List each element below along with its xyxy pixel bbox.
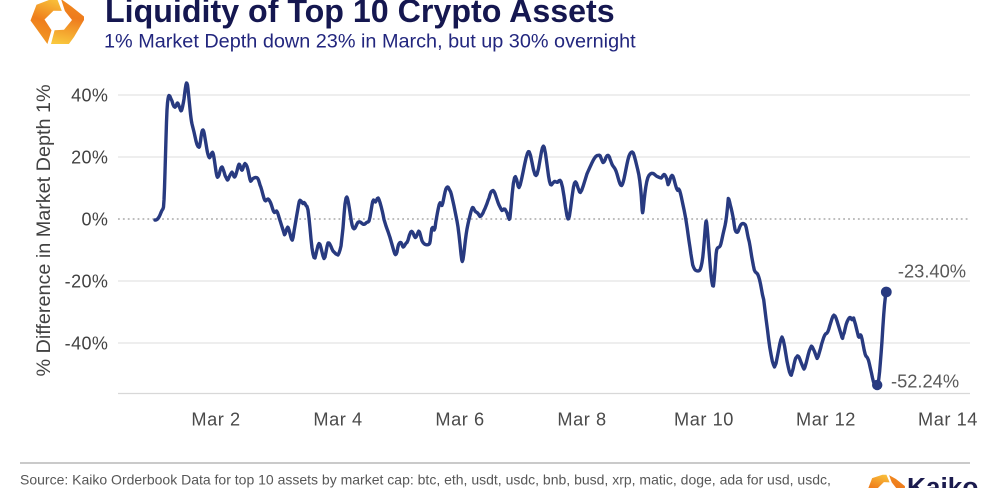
svg-text:% Difference in Market Depth 1: % Difference in Market Depth 1% xyxy=(33,84,55,376)
svg-text:Mar 12: Mar 12 xyxy=(796,410,856,430)
svg-text:20%: 20% xyxy=(71,147,108,167)
svg-text:Mar 2: Mar 2 xyxy=(191,410,240,430)
svg-text:1% Market Depth down 23% in Ma: 1% Market Depth down 23% in March, but u… xyxy=(104,31,636,53)
svg-text:0%: 0% xyxy=(81,209,108,229)
svg-text:-52.24%: -52.24% xyxy=(891,371,959,392)
svg-text:Liquidity of Top 10 Crypto Ass: Liquidity of Top 10 Crypto Assets xyxy=(105,0,615,29)
svg-text:Mar 10: Mar 10 xyxy=(674,410,734,430)
svg-text:Kaiko: Kaiko xyxy=(907,472,978,488)
svg-text:-23.40%: -23.40% xyxy=(898,261,966,282)
svg-text:Mar 4: Mar 4 xyxy=(313,410,362,430)
svg-text:Mar 14: Mar 14 xyxy=(918,410,978,430)
svg-text:40%: 40% xyxy=(71,85,108,105)
svg-text:-20%: -20% xyxy=(65,271,109,291)
svg-text:Source: Kaiko Orderbook Data f: Source: Kaiko Orderbook Data for top 10 … xyxy=(20,472,831,488)
svg-text:Mar 8: Mar 8 xyxy=(557,410,606,430)
svg-text:-40%: -40% xyxy=(65,333,109,353)
svg-text:Mar 6: Mar 6 xyxy=(435,410,484,430)
